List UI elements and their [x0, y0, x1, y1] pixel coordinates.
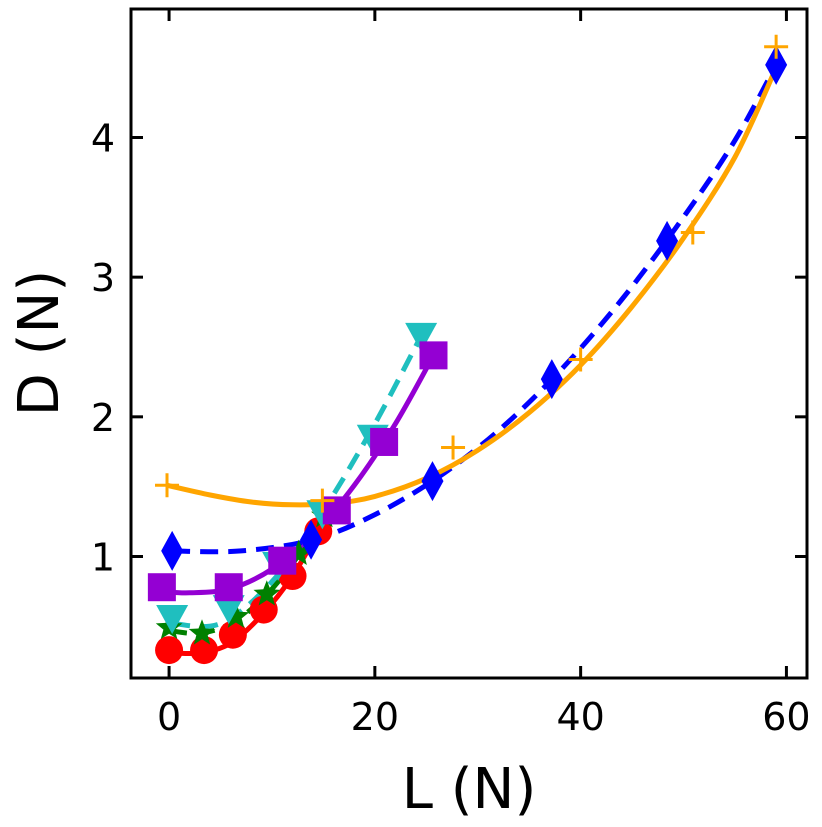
point-diamond-blue-2	[421, 461, 444, 502]
x-tick-label: 0	[157, 695, 181, 739]
point-star-green-3	[253, 580, 281, 606]
y-tick-label: 2	[91, 396, 115, 440]
point-star-green-4	[285, 539, 312, 565]
point-diamond-blue-5	[765, 44, 788, 85]
point-plus-orange-5	[764, 34, 789, 59]
y-tick-label: 3	[91, 256, 115, 300]
point-plus-orange-0	[155, 473, 180, 498]
point-circle-red-0	[155, 636, 184, 665]
y-axis-label: D (N)	[7, 270, 72, 417]
y-tick-label: 1	[91, 535, 115, 579]
x-tick-label: 60	[762, 695, 810, 739]
data-markers	[147, 34, 789, 665]
point-plus-orange-2	[441, 435, 466, 460]
point-star-green-1	[188, 619, 216, 645]
point-square-purple-5	[419, 341, 448, 370]
point-square-purple-1	[214, 573, 243, 602]
fit-line-plus-orange	[166, 66, 779, 508]
fit-lines	[161, 63, 779, 657]
point-square-purple-2	[268, 546, 297, 575]
point-star-green-2	[222, 602, 250, 628]
axis-ticks: 0 20 40 60 1 2 3 4	[91, 9, 811, 739]
fit-line-diamond-blue	[172, 63, 779, 555]
x-axis-label: L (N)	[402, 757, 537, 822]
point-plus-orange-4	[680, 220, 705, 245]
point-diamond-blue-3	[540, 359, 563, 400]
point-square-purple-4	[370, 427, 399, 456]
plot-frame	[129, 7, 809, 680]
point-diamond-blue-4	[656, 220, 679, 261]
point-circle-red-2	[218, 620, 247, 649]
point-triangle-cyan-1	[212, 595, 245, 625]
point-circle-red-1	[190, 636, 219, 665]
point-triangle-cyan-0	[156, 604, 189, 634]
x-tick-label: 20	[351, 695, 399, 739]
point-diamond-blue-0	[161, 530, 184, 571]
point-plus-orange-1	[310, 488, 335, 513]
y-tick-label: 4	[91, 116, 115, 160]
x-tick-label: 40	[556, 695, 604, 739]
point-diamond-blue-1	[300, 519, 323, 560]
point-square-purple-0	[147, 573, 176, 602]
point-triangle-cyan-5	[405, 322, 438, 352]
point-plus-orange-3	[568, 347, 593, 372]
